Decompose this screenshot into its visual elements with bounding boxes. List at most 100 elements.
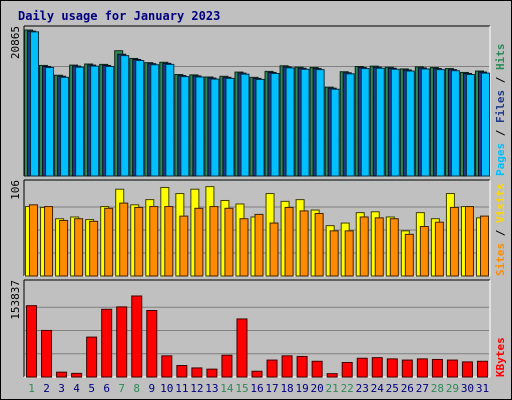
bar-pages-day-25 [390,68,400,177]
x-tick-label-day-3: 3 [58,382,65,395]
y-max-label: 106 [9,180,22,200]
x-tick-label-day-17: 17 [265,382,278,395]
x-tick-label-day-19: 19 [295,382,308,395]
bar-sites-day-5 [89,220,99,277]
chart-title: Daily usage for January 2023 [18,9,220,23]
series-legend-label: KBytes [494,337,507,377]
legend-part: Sites [494,243,507,276]
bar-kbytes-day-21 [326,373,338,378]
x-tick-label-day-6: 6 [103,382,110,395]
bar-kbytes-day-14 [221,354,233,378]
bar-pages-day-29 [450,70,460,177]
bar-kbytes-day-9 [146,310,158,378]
x-tick-label-day-13: 13 [205,382,218,395]
legend-part: Visits [494,183,507,223]
bar-kbytes-day-11 [176,365,188,378]
bar-kbytes-day-6 [101,308,113,378]
panel-kbytes: 153837 KBytes [9,279,507,378]
x-tick-label-day-1: 1 [28,382,35,395]
bar-sites-day-8 [134,206,144,277]
x-tick-label-day-8: 8 [133,382,140,395]
x-tick-label-day-12: 12 [190,382,203,395]
x-tick-label-day-24: 24 [371,382,385,395]
bar-sites-day-6 [104,207,114,277]
bar-pages-day-24 [375,67,385,177]
bar-pages-day-28 [435,69,445,177]
x-tick-label-day-22: 22 [341,382,354,395]
x-tick-label-day-21: 21 [326,382,339,395]
bar-sites-day-3 [59,219,69,277]
bar-pages-day-14 [225,77,235,177]
bar-kbytes-day-20 [311,360,323,378]
bar-pages-day-12 [195,76,205,177]
bar-pages-day-11 [180,76,190,177]
legend-part: Pages [494,143,507,176]
bar-kbytes-day-13 [206,368,218,378]
bar-kbytes-day-8 [131,295,143,378]
bar-kbytes-day-16 [251,370,263,378]
bar-pages-day-6 [105,65,115,177]
x-tick-label-day-18: 18 [280,382,293,395]
bar-sites-day-19 [299,210,309,277]
y-max-label: 20865 [9,26,22,59]
chart-panels: 20865 Pages / Files / Hits 106 Sites / Visi… [9,25,507,378]
legend-part: / [494,123,507,143]
bar-pages-day-9 [150,64,160,177]
bar-pages-day-16 [255,78,265,177]
x-tick-label-day-30: 30 [461,382,474,395]
bar-kbytes-day-23 [356,357,368,378]
bar-pages-day-3 [60,76,70,177]
bar-pages-day-7 [120,55,130,177]
bar-kbytes-day-10 [161,355,173,378]
bar-pages-day-13 [210,78,220,177]
bar-sites-day-29 [449,206,459,277]
x-tick-label-day-23: 23 [356,382,369,395]
legend-part: Hits [494,44,507,71]
panel-pages-files-hits: 20865 Pages / Files / Hits [9,25,507,177]
bar-sites-day-15 [239,218,249,277]
bar-sites-day-13 [209,206,219,277]
bar-kbytes-day-12 [191,367,203,378]
bar-pages-day-20 [315,69,325,177]
bar-kbytes-day-27 [416,358,428,378]
x-tick-label-day-14: 14 [220,382,234,395]
bar-pages-day-30 [465,74,475,177]
bar-sites-day-1 [29,204,39,277]
series-kbytes [26,295,488,378]
bar-sites-day-30 [464,206,474,277]
bar-kbytes-day-1 [26,305,38,378]
bar-kbytes-day-25 [386,358,398,378]
x-tick-label-day-15: 15 [235,382,248,395]
x-tick-label-day-27: 27 [416,382,429,395]
bar-sites-day-12 [194,207,204,277]
bar-sites-day-28 [434,221,444,277]
bar-sites-day-4 [74,218,84,277]
series-pages [30,31,490,177]
bar-sites-day-10 [164,206,174,277]
bar-pages-day-10 [165,63,175,177]
bar-kbytes-day-7 [116,306,128,378]
bar-pages-day-8 [135,60,145,177]
x-axis-labels: 1 2 3 4 5 6 7 8 9 10 11 12 13 14 15 16 17 18 19 20 21 22 23 24 2… [28,382,489,395]
bar-kbytes-day-31 [476,360,488,378]
series-sites [29,202,489,277]
x-tick-label-day-11: 11 [175,382,188,395]
bar-kbytes-day-5 [86,336,98,378]
bar-sites-day-2 [44,206,54,277]
bar-kbytes-day-17 [266,359,278,378]
bar-sites-day-31 [479,215,489,277]
bar-kbytes-day-4 [71,372,83,378]
bar-sites-day-9 [149,206,159,277]
panel-visits-sites: 106 Sites / Visits [9,179,507,277]
x-tick-label-day-28: 28 [431,382,444,395]
bar-pages-day-21 [330,88,340,177]
x-tick-label-day-29: 29 [446,382,459,395]
legend-part: Files [494,90,507,123]
bar-sites-day-7 [119,202,129,277]
bar-pages-day-15 [240,73,250,177]
bar-kbytes-day-18 [281,355,293,378]
bar-kbytes-day-3 [56,371,68,378]
bar-pages-day-17 [270,72,280,177]
bar-kbytes-day-15 [236,318,248,378]
